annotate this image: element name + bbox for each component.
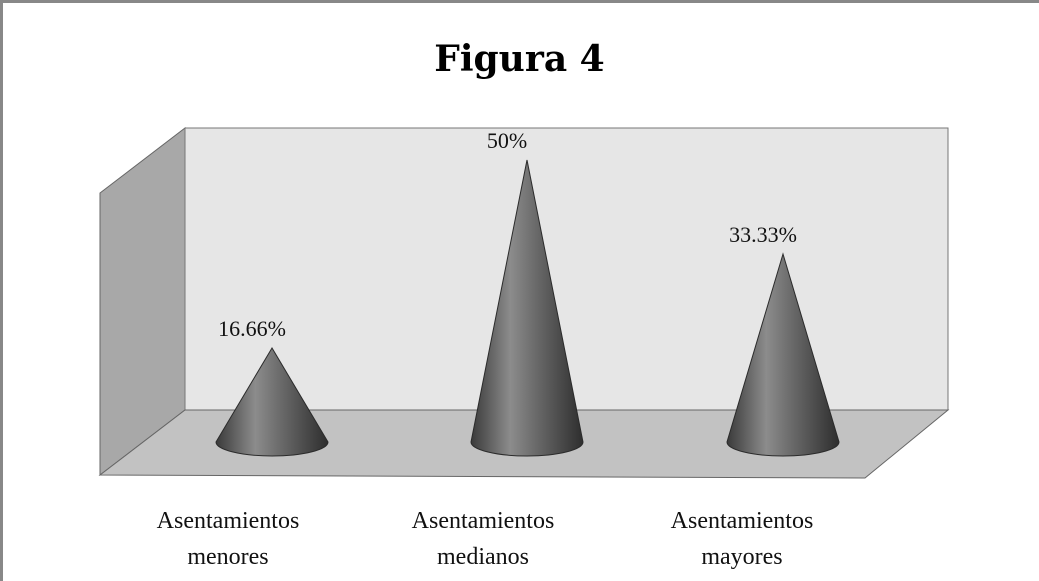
category-label-line1: Asentamientos <box>670 508 814 534</box>
cone-mark <box>215 347 329 457</box>
category-label-line2: mayores <box>701 544 783 570</box>
category-label: Asentamientos mayores <box>622 503 862 575</box>
data-label: 16.66% <box>218 316 286 341</box>
category-label-line2: medianos <box>437 544 529 570</box>
data-label: 33.33% <box>729 222 797 247</box>
chart-title: Figura 4 <box>434 38 605 80</box>
cone-mark <box>726 252 840 457</box>
category-label: Asentamientos medianos <box>363 503 603 575</box>
data-label: 50% <box>487 128 527 153</box>
category-label-line1: Asentamientos <box>156 508 300 534</box>
category-label: Asentamientos menores <box>108 503 348 575</box>
category-label-line1: Asentamientos <box>411 508 555 534</box>
category-label-line2: menores <box>187 544 269 570</box>
cone-mark <box>470 159 584 457</box>
